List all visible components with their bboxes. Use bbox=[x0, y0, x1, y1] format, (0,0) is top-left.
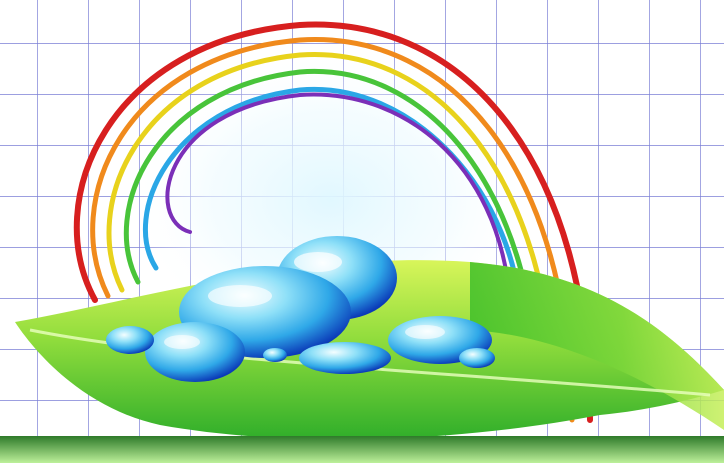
water-drops bbox=[106, 236, 495, 382]
water-drop-icon bbox=[299, 342, 391, 374]
water-drop-icon bbox=[106, 326, 154, 354]
water-drop-icon bbox=[459, 348, 495, 368]
water-drop-icon bbox=[263, 348, 287, 362]
ground-band bbox=[0, 436, 724, 463]
rainbow-icon bbox=[73, 21, 593, 423]
water-drop-icon bbox=[145, 322, 245, 382]
